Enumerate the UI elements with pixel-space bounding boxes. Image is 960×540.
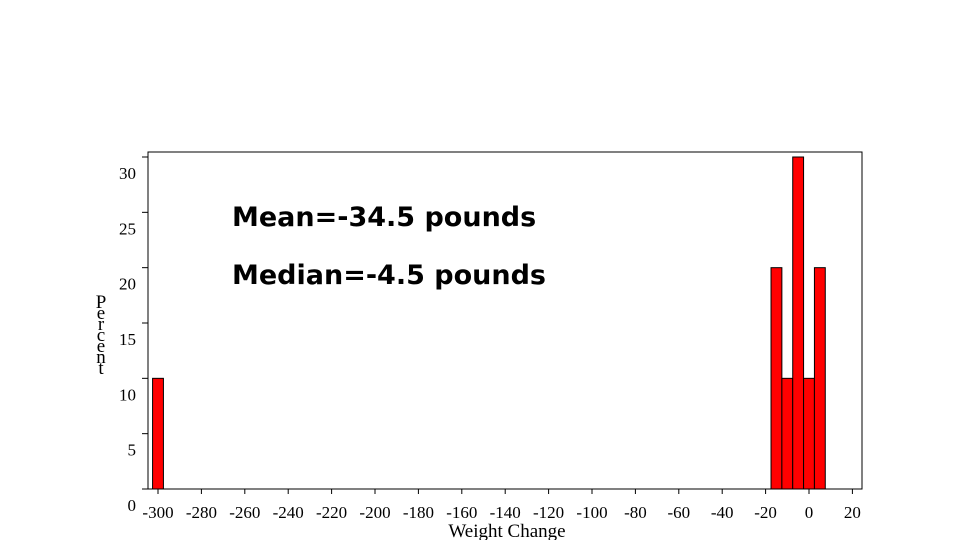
y-axis-title-letter: e [97,336,105,357]
y-tick-label: 30 [119,164,136,183]
x-tick-label: -140 [490,503,521,522]
x-axis-title: Weight Change [448,521,565,540]
x-tick-label: 0 [805,503,814,522]
bars [152,156,826,490]
x-tick-label: -60 [667,503,690,522]
x-tick-label: -20 [754,503,777,522]
y-axis-title-letter: t [98,358,104,379]
x-tick-label: -240 [273,503,304,522]
x-tick-label: -280 [186,503,217,522]
x-tick-label: -120 [533,503,564,522]
x-tick-label: -300 [142,503,173,522]
median-annotation: Median=-4.5 pounds [232,260,546,291]
y-axis-title-letter: c [97,325,105,346]
y-tick-label: 0 [128,496,137,515]
x-tick-label: 20 [844,503,861,522]
y-axis-title-letter: n [96,347,106,368]
x-tick-label: -100 [576,503,607,522]
y-axis: 0 5 10 15 20 25 30 [119,156,148,515]
mean-annotation: Mean=-34.5 pounds [232,202,536,233]
y-axis-title-letter: r [98,314,105,335]
bar-1 [770,267,783,490]
y-tick-label: 20 [119,275,136,294]
y-axis-title-letter: P [96,292,107,313]
x-tick-label: -180 [403,503,434,522]
bar-4 [803,377,815,490]
bar-0 [152,377,164,490]
x-tick-label: -220 [316,503,347,522]
bar-3 [792,156,805,490]
y-axis-title-letter: e [97,303,105,324]
bar-5 [813,267,826,490]
x-tick-label: -40 [711,503,734,522]
x-tick-label: -260 [229,503,260,522]
bar-2 [781,377,794,490]
y-tick-label: 25 [119,219,136,238]
x-tick-label: -80 [624,503,647,522]
y-tick-label: 10 [119,385,136,404]
y-tick-label: 15 [119,330,136,349]
x-tick-label: -200 [359,503,390,522]
y-tick-label: 5 [128,441,137,460]
x-tick-label: -160 [446,503,477,522]
x-axis: -300 -280 -260 -240 -220 -200 -180 -160 -140 -120… [142,489,861,522]
